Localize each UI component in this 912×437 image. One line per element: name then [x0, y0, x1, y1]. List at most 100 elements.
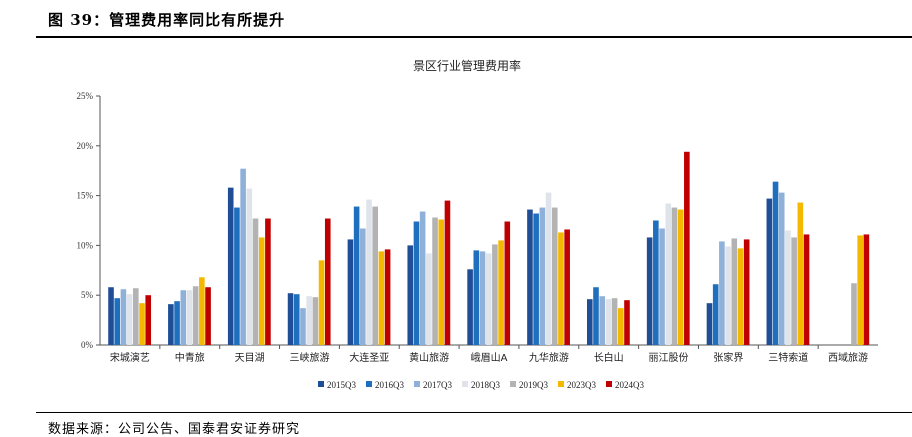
bar-2019Q3-天目湖 — [252, 218, 259, 345]
bar-2019Q3-三峡旅游 — [312, 297, 319, 345]
bar-2019Q3-九华旅游 — [551, 207, 558, 345]
legend-label-2023Q3: 2023Q3 — [567, 380, 596, 390]
bar-2023Q3-丽江股份 — [677, 209, 684, 345]
source-note: 数据来源：公司公告、国泰君安证券研究 — [48, 422, 301, 437]
x-tick-label: 西域旅游 — [828, 351, 868, 364]
bar-2023Q3-西域旅游 — [857, 235, 863, 345]
y-tick-label: 25% — [77, 91, 94, 101]
bar-2017Q3-天目湖 — [240, 168, 246, 345]
bar-2024Q3-丽江股份 — [684, 151, 690, 345]
bar-2018Q3-中青旅 — [186, 290, 193, 345]
bar-2018Q3-丽江股份 — [665, 203, 672, 345]
bar-2023Q3-九华旅游 — [558, 232, 564, 345]
y-tick-label: 5% — [81, 290, 94, 300]
bar-2018Q3-三峡旅游 — [306, 296, 312, 345]
bar-2016Q3-三峡旅游 — [293, 294, 300, 345]
bar-2024Q3-张家界 — [743, 239, 750, 345]
bar-2016Q3-九华旅游 — [533, 213, 539, 345]
bar-2024Q3-三特索道 — [803, 234, 810, 345]
bar-2019Q3-宋城演艺 — [133, 288, 139, 345]
x-tick-label: 天目湖 — [235, 352, 265, 364]
bar-2018Q3-九华旅游 — [545, 192, 552, 345]
x-tick-label: 三特索道 — [768, 351, 808, 364]
legend-swatch-2018Q3 — [462, 381, 468, 387]
legend: 2015Q3 2016Q3 2017Q3 2018Q3 2019Q3 2023Q3 2024… — [318, 380, 644, 390]
legend-swatch-2017Q3 — [414, 381, 420, 387]
bottom-rule — [36, 412, 912, 413]
bar-2019Q3-大连圣亚 — [372, 206, 379, 345]
bar-2017Q3-大连圣亚 — [360, 228, 366, 345]
bar-2019Q3-中青旅 — [192, 286, 199, 345]
bar-2017Q3-中青旅 — [180, 290, 187, 345]
x-tick-label: 三峡旅游 — [289, 351, 329, 364]
x-tick-labels: 宋城演艺 中青旅 天目湖 三峡旅游 大连圣亚 黄山旅游 峨眉山A 九华旅游 长白山 丽江股份 张家界… — [110, 351, 868, 364]
bar-2023Q3-张家界 — [737, 248, 744, 345]
bar-2024Q3-西域旅游 — [863, 234, 870, 345]
bar-2018Q3-三特索道 — [785, 230, 791, 345]
bar-2016Q3-天目湖 — [234, 207, 240, 345]
bar-2023Q3-宋城演艺 — [139, 303, 145, 345]
bars — [108, 151, 870, 345]
legend-swatch-2024Q3 — [606, 381, 612, 387]
bar-2018Q3-宋城演艺 — [126, 294, 133, 345]
top-rule — [36, 36, 912, 38]
x-tick-label: 中青旅 — [175, 351, 205, 364]
legend-label-2015Q3: 2015Q3 — [327, 380, 356, 390]
bar-2018Q3-张家界 — [725, 246, 731, 345]
bar-2023Q3-大连圣亚 — [378, 251, 385, 345]
bar-2019Q3-黄山旅游 — [432, 217, 438, 345]
bar-2016Q3-丽江股份 — [653, 220, 659, 345]
x-tick-label: 峨眉山A — [471, 352, 508, 364]
bar-2017Q3-黄山旅游 — [419, 211, 426, 345]
bar-2016Q3-三特索道 — [772, 181, 779, 345]
y-tick-label: 15% — [77, 191, 94, 201]
bar-2024Q3-三峡旅游 — [324, 218, 331, 345]
bar-2024Q3-宋城演艺 — [145, 295, 152, 345]
chart-title: 景区行业管理费用率 — [413, 58, 521, 73]
bar-2019Q3-张家界 — [731, 238, 738, 345]
x-tick-label: 丽江股份 — [649, 352, 689, 364]
bar-2016Q3-黄山旅游 — [413, 221, 420, 345]
x-tick-label: 九华旅游 — [529, 351, 569, 364]
bar-2015Q3-三特索道 — [766, 198, 773, 345]
bar-2023Q3-天目湖 — [258, 237, 265, 345]
bar-2017Q3-峨眉山A — [479, 251, 486, 345]
bar-2018Q3-大连圣亚 — [366, 199, 372, 345]
bar-2023Q3-三峡旅游 — [318, 260, 325, 345]
bar-2015Q3-天目湖 — [227, 187, 234, 345]
bar-2024Q3-黄山旅游 — [444, 200, 451, 345]
legend-swatch-2016Q3 — [366, 381, 372, 387]
legend-swatch-2015Q3 — [318, 381, 324, 387]
bar-2017Q3-三特索道 — [778, 192, 785, 345]
bar-2015Q3-三峡旅游 — [287, 293, 294, 345]
bar-2017Q3-长白山 — [599, 296, 605, 345]
bar-2016Q3-张家界 — [712, 284, 719, 345]
bar-2019Q3-西域旅游 — [851, 283, 857, 345]
bar-2016Q3-长白山 — [593, 287, 599, 345]
legend-label-2019Q3: 2019Q3 — [519, 380, 548, 390]
bar-2023Q3-中青旅 — [199, 277, 205, 345]
legend-label-2016Q3: 2016Q3 — [375, 380, 404, 390]
bar-2023Q3-黄山旅游 — [438, 219, 445, 345]
bar-2015Q3-大连圣亚 — [347, 239, 354, 345]
bar-2019Q3-峨眉山A — [492, 244, 498, 345]
bar-2024Q3-峨眉山A — [504, 221, 511, 345]
x-tick-label: 宋城演艺 — [110, 351, 150, 364]
legend-swatch-2019Q3 — [510, 381, 516, 387]
bar-2024Q3-长白山 — [624, 300, 630, 345]
bar-2015Q3-张家界 — [706, 303, 713, 345]
bar-2015Q3-长白山 — [586, 299, 593, 345]
bar-2023Q3-三特索道 — [797, 202, 804, 345]
bar-2015Q3-九华旅游 — [527, 209, 533, 345]
legend-label-2017Q3: 2017Q3 — [423, 380, 452, 390]
x-tick-label: 长白山 — [594, 351, 624, 364]
bar-2017Q3-宋城演艺 — [120, 289, 127, 345]
legend-swatch-2023Q3 — [558, 381, 564, 387]
bar-2024Q3-天目湖 — [265, 218, 271, 345]
bar-2018Q3-黄山旅游 — [426, 253, 432, 345]
figure-title: 图 39：管理费用率同比有所提升 — [48, 11, 286, 29]
bar-2015Q3-黄山旅游 — [407, 245, 414, 345]
bar-2018Q3-天目湖 — [246, 188, 253, 345]
y-tick-label: 0% — [81, 340, 94, 350]
chart: 景区行业管理费用率 0% 5% 10% 15% 20% 25% 宋城演艺 中青旅 天目湖 三峡旅… — [77, 58, 878, 390]
